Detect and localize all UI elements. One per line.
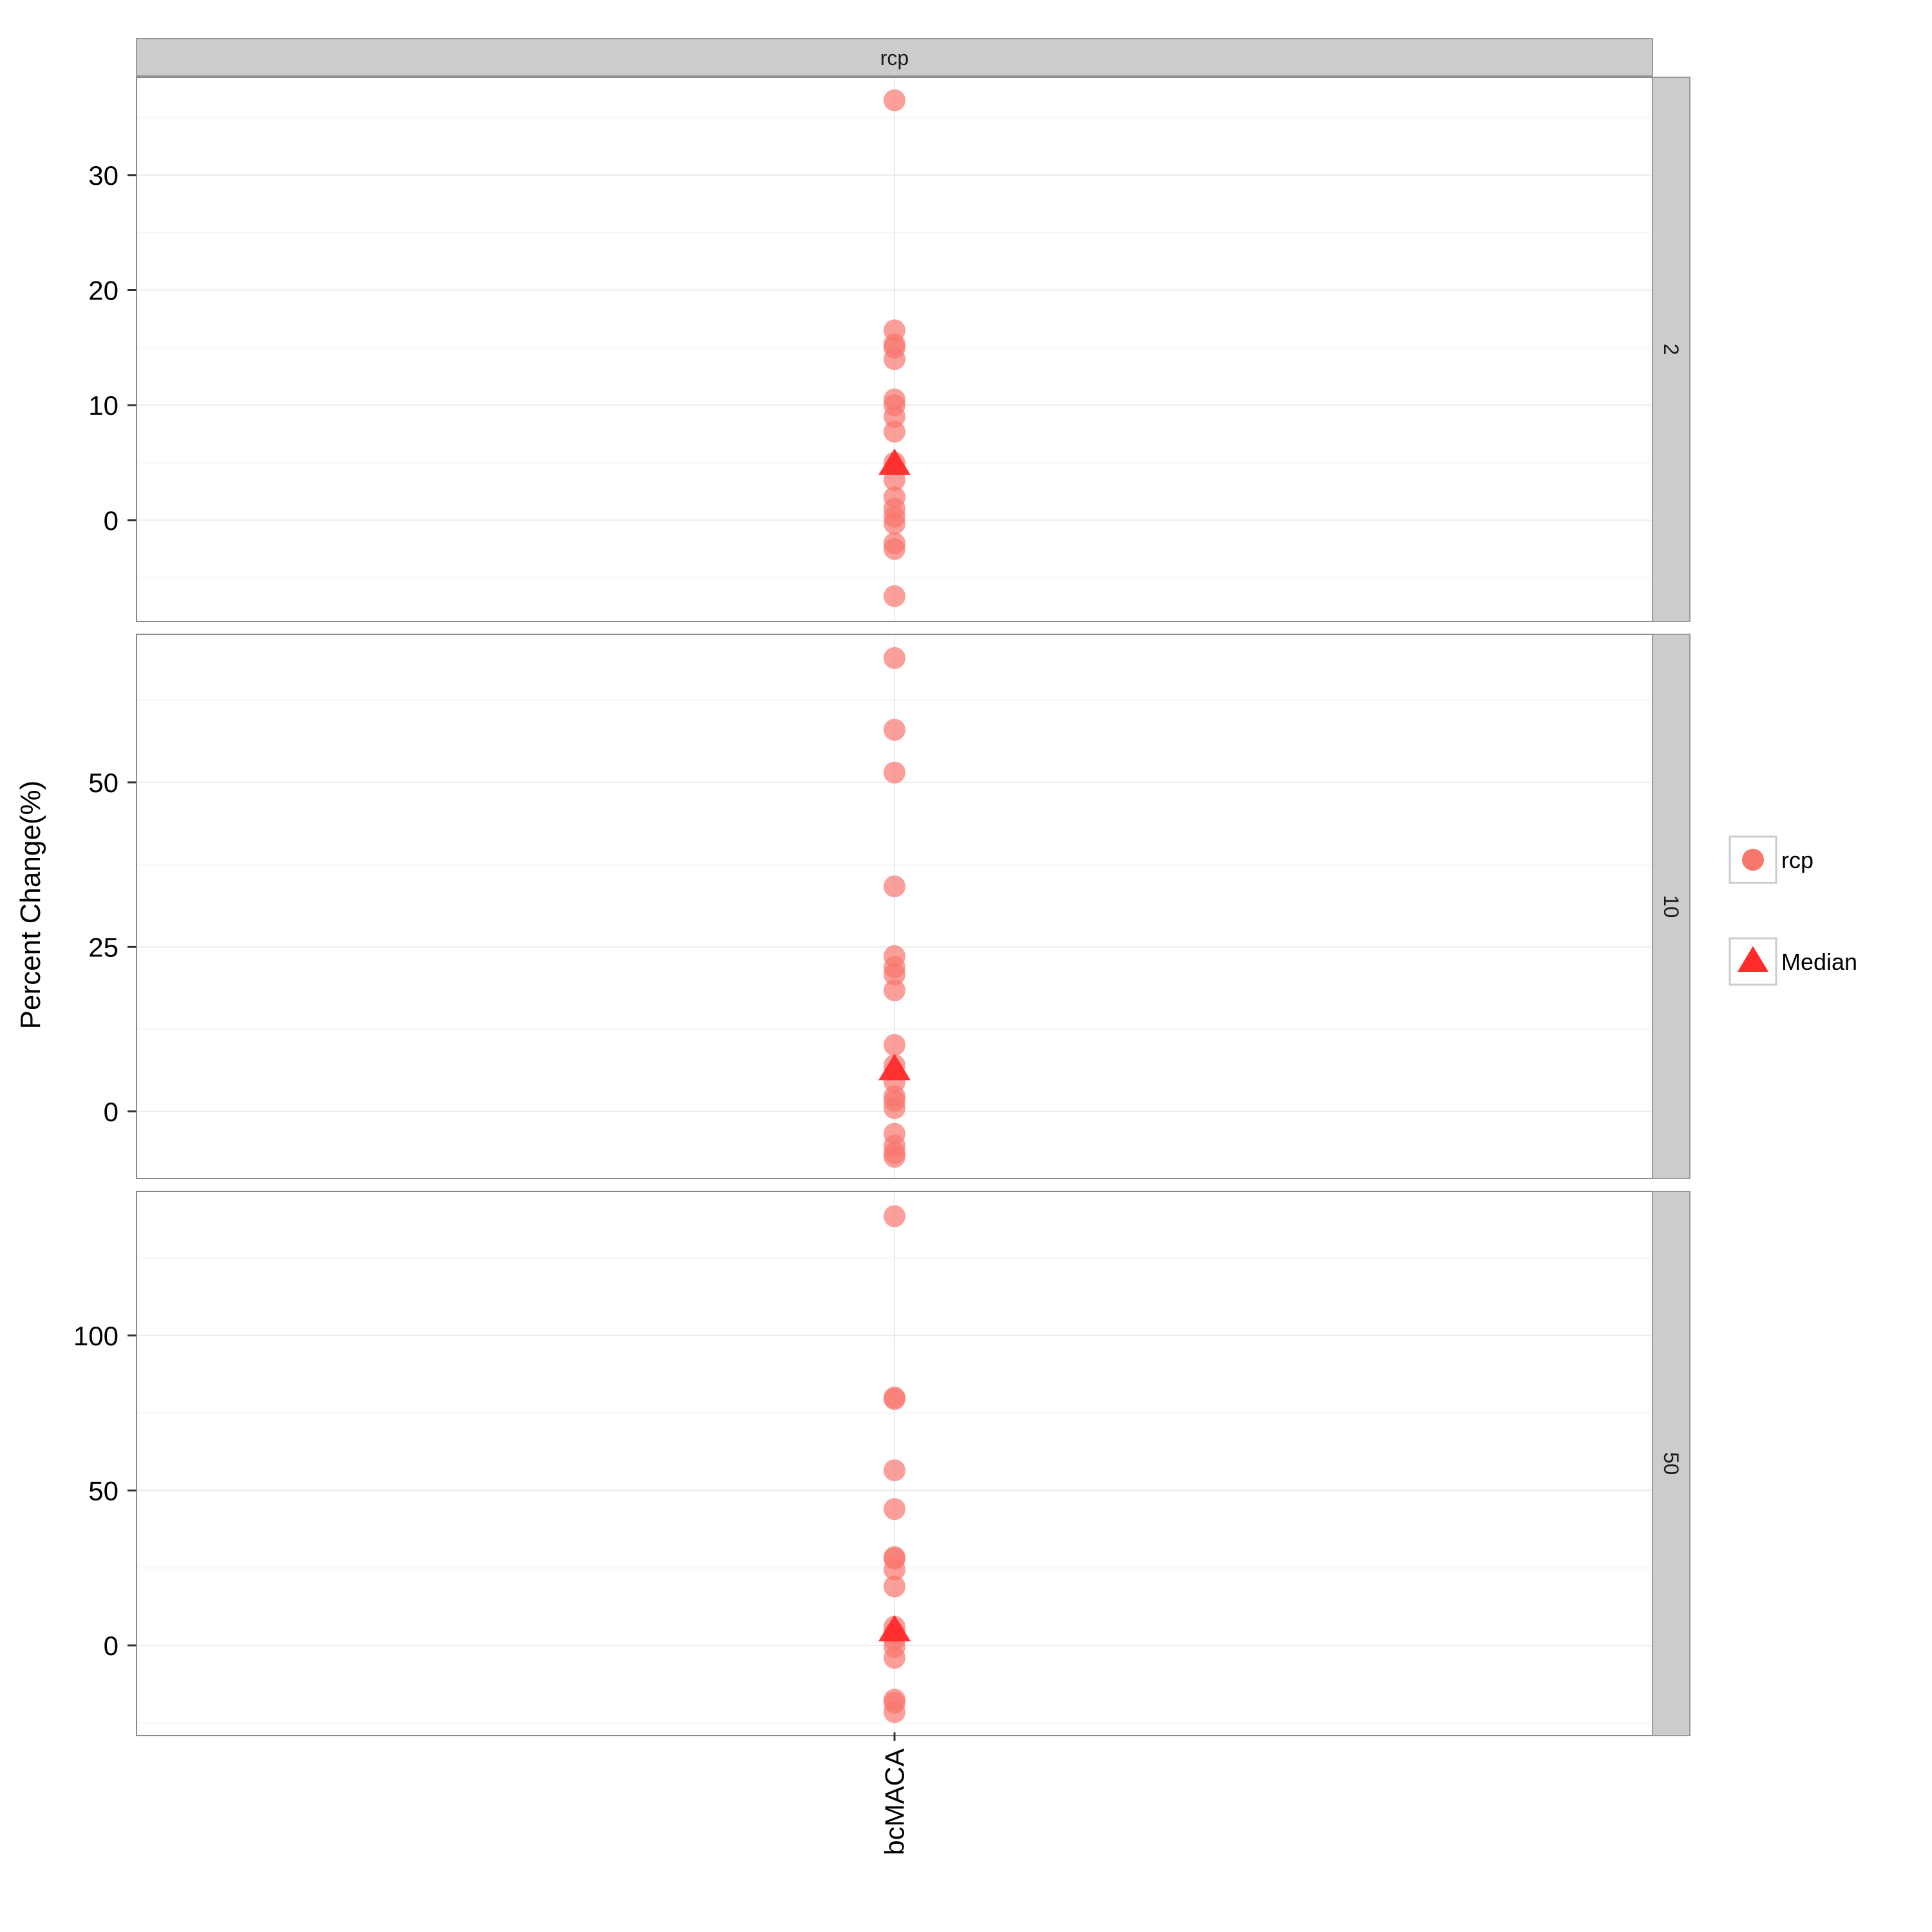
data-point xyxy=(884,1498,905,1520)
median-marker xyxy=(878,1615,911,1642)
data-point xyxy=(884,1034,905,1056)
y-tick-label: 50 xyxy=(88,768,118,798)
facet-row-strip-label: 2 xyxy=(1660,344,1683,355)
strip-background xyxy=(136,38,1653,77)
median-marker xyxy=(878,1054,911,1081)
y-tick-label: 20 xyxy=(88,275,118,305)
data-point xyxy=(884,963,905,986)
y-tick-label: 0 xyxy=(104,506,118,536)
median-marker xyxy=(878,448,911,475)
facet-column-strip: rcp xyxy=(136,38,1653,77)
facet-row-strip xyxy=(1652,634,1690,1179)
legend-label-median: Median xyxy=(1781,949,1857,975)
facet-row-strip xyxy=(1652,1191,1690,1736)
data-point xyxy=(884,761,905,784)
legend: rcp Median xyxy=(1728,835,1857,986)
data-point xyxy=(884,1459,905,1482)
y-tick-label: 10 xyxy=(88,390,118,421)
data-point xyxy=(884,538,905,560)
y-tick-label: 50 xyxy=(88,1475,118,1506)
data-point xyxy=(884,89,905,111)
y-tick-label: 30 xyxy=(88,160,118,191)
facet-row-strip-label: 10 xyxy=(1660,895,1683,918)
data-point xyxy=(884,1701,905,1723)
data-point xyxy=(884,585,905,607)
data-point xyxy=(884,1205,905,1227)
legend-label-rcp: rcp xyxy=(1781,847,1814,873)
facet-row-strip-label: 50 xyxy=(1660,1452,1683,1475)
data-point xyxy=(884,1388,905,1410)
strip-label-rcp: rcp xyxy=(880,46,909,70)
legend-triangle-icon xyxy=(1738,946,1768,972)
data-point xyxy=(884,348,905,370)
legend-key-rcp xyxy=(1728,835,1777,884)
y-axis-title: Percent Change(%) xyxy=(15,781,46,1029)
data-point xyxy=(884,1097,905,1119)
y-tick-label: 0 xyxy=(104,1097,118,1127)
x-tick-label-bcmaca: bcMACA xyxy=(880,1748,910,1855)
data-point xyxy=(884,1575,905,1598)
panel-50: 0 50 100 50 xyxy=(73,1191,1690,1736)
data-point xyxy=(884,647,905,669)
data-point xyxy=(884,421,905,443)
data-point xyxy=(884,875,905,898)
legend-circle-icon xyxy=(1742,849,1764,871)
data-point xyxy=(884,1558,905,1581)
panel-10: 0 25 50 10 xyxy=(88,634,1690,1179)
facet-row-strip xyxy=(1652,77,1690,622)
x-axis: bcMACA xyxy=(880,1732,910,1855)
y-tick-label: 0 xyxy=(104,1631,118,1661)
data-point xyxy=(884,1146,905,1168)
data-point xyxy=(884,513,905,535)
data-point xyxy=(884,406,905,428)
y-tick-label: 25 xyxy=(88,932,118,962)
panel-2: 0 10 20 30 2 xyxy=(88,77,1690,622)
data-point xyxy=(884,719,905,741)
data-point xyxy=(884,979,905,1001)
y-tick-label: 100 xyxy=(73,1321,118,1351)
data-point xyxy=(884,1647,905,1669)
